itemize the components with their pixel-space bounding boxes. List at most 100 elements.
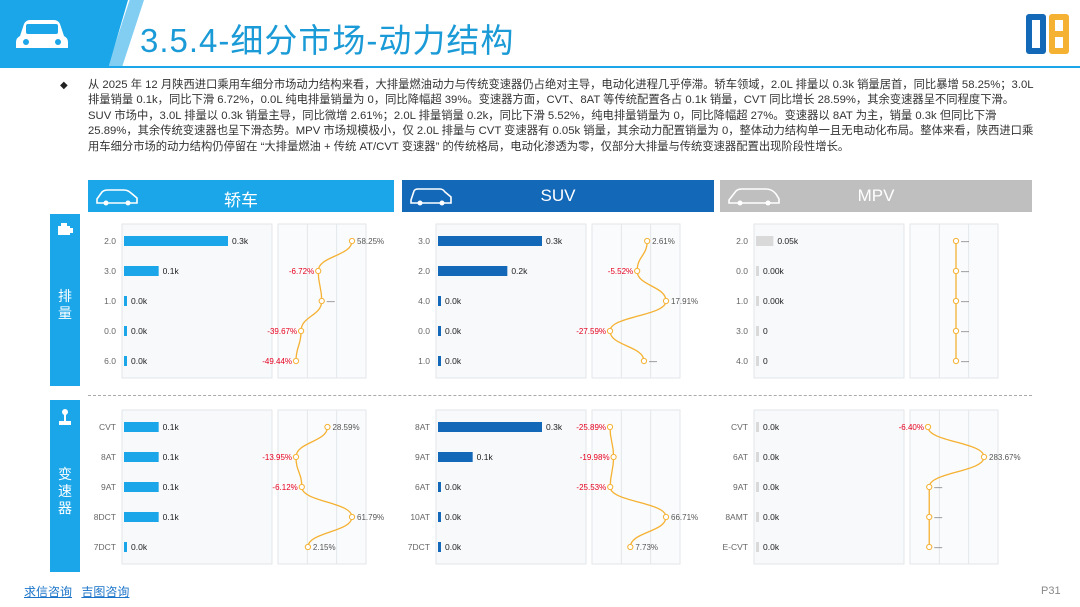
- bar: [124, 452, 159, 462]
- growth-panel: [277, 223, 367, 379]
- bar-value-label: 0.0k: [131, 296, 148, 306]
- column-header-label: 轿车: [224, 191, 258, 210]
- growth-point: [952, 267, 960, 275]
- bar: [438, 326, 441, 336]
- growth-point: [980, 453, 988, 461]
- bar: [438, 542, 441, 552]
- bar: [124, 542, 127, 552]
- suv-icon: [410, 188, 452, 206]
- growth-point: [634, 267, 641, 275]
- bar-panel: [121, 223, 273, 379]
- growth-line: [295, 426, 353, 548]
- category-label: 2.0: [736, 236, 748, 246]
- category-label: 8AT: [415, 422, 430, 432]
- growth-label: 2.61%: [652, 237, 675, 246]
- growth-point: [926, 543, 933, 551]
- bar-value-label: 0.3k: [232, 236, 249, 246]
- growth-point: [610, 453, 617, 461]
- growth-point: [606, 423, 614, 431]
- category-label: 0.0: [418, 326, 430, 336]
- bar: [438, 422, 542, 432]
- column-header-suv: SUV: [402, 180, 714, 212]
- bar-value-label: 0: [763, 326, 768, 336]
- category-label: 2.0: [104, 236, 116, 246]
- bar: [756, 236, 774, 246]
- bar-value-label: 0.0k: [445, 296, 462, 306]
- bar-value-label: 0.0k: [763, 452, 780, 462]
- category-label: 9AT: [415, 452, 430, 462]
- category-label: 8AT: [101, 452, 116, 462]
- growth-label: —: [934, 483, 942, 492]
- bar-value-label: 0.0k: [445, 326, 462, 336]
- bar: [756, 356, 759, 366]
- sidebar-gearbox: 变 速 器: [50, 400, 80, 572]
- growth-point: [304, 543, 312, 551]
- bar: [124, 356, 127, 366]
- category-label: 4.0: [736, 356, 748, 366]
- bar-value-label: 0.0k: [763, 482, 780, 492]
- growth-label: -27.59%: [576, 327, 606, 336]
- category-label: 10AT: [410, 512, 430, 522]
- growth-label: —: [327, 297, 335, 306]
- growth-point: [298, 483, 305, 491]
- bar-value-label: 0.0k: [445, 512, 462, 522]
- growth-point: [644, 237, 651, 245]
- growth-label: —: [961, 327, 969, 336]
- sidebar-char: 排: [58, 288, 72, 304]
- summary-bullet: ◆: [60, 80, 68, 91]
- header-underline: [0, 66, 1080, 68]
- growth-label: -25.89%: [576, 423, 606, 432]
- bar-value-label: 0: [763, 356, 768, 366]
- growth-point: [348, 513, 356, 521]
- bar-panel: [121, 409, 273, 565]
- bar-value-label: 0.1k: [163, 482, 180, 492]
- bar-panel: [753, 223, 905, 379]
- bar-panel: [435, 223, 587, 379]
- growth-label: —: [934, 513, 942, 522]
- sidebar-engine: 排 量: [50, 214, 80, 386]
- growth-line: [609, 426, 667, 548]
- bar-value-label: 0.1k: [477, 452, 494, 462]
- growth-label: 61.79%: [357, 513, 384, 522]
- growth-point: [315, 267, 322, 275]
- bar: [438, 452, 473, 462]
- sidebar-char: 器: [58, 500, 72, 516]
- sidebar-char: 速: [58, 483, 72, 499]
- bar: [756, 266, 759, 276]
- page-number: P31: [1041, 585, 1061, 597]
- category-label: 9AT: [101, 482, 116, 492]
- bar-value-label: 0.05k: [777, 236, 799, 246]
- mpv-icon: [728, 188, 780, 206]
- growth-point: [318, 297, 325, 305]
- category-label: 9AT: [733, 482, 748, 492]
- bar: [438, 296, 441, 306]
- footer-link-1[interactable]: 求信咨询: [24, 585, 73, 599]
- bar-value-label: 0.2k: [511, 266, 528, 276]
- growth-point: [952, 297, 960, 305]
- category-label: 3.0: [736, 326, 748, 336]
- growth-point: [662, 297, 670, 305]
- bar: [124, 236, 228, 246]
- growth-label: -6.12%: [272, 483, 297, 492]
- category-label: 3.0: [418, 236, 430, 246]
- footer-link-2[interactable]: 吉图咨询: [81, 585, 130, 599]
- growth-line: [927, 426, 985, 547]
- bar-value-label: 0.1k: [163, 512, 180, 522]
- growth-label: -6.72%: [289, 267, 314, 276]
- growth-label: 28.59%: [332, 423, 359, 432]
- growth-panel: [591, 223, 681, 379]
- growth-point: [607, 483, 614, 491]
- growth-point: [662, 513, 670, 521]
- bar-value-label: 0.1k: [163, 266, 180, 276]
- column-header-sedan: 轿车: [88, 180, 394, 212]
- category-label: E-CVT: [723, 542, 749, 552]
- growth-point: [926, 513, 933, 521]
- bar: [124, 326, 127, 336]
- growth-point: [348, 237, 356, 245]
- category-label: 0.0: [736, 266, 748, 276]
- growth-point: [297, 327, 305, 335]
- bar-panel: [753, 409, 905, 565]
- bar: [756, 452, 759, 462]
- column-header-label: SUV: [540, 186, 576, 205]
- growth-label: 17.91%: [671, 297, 698, 306]
